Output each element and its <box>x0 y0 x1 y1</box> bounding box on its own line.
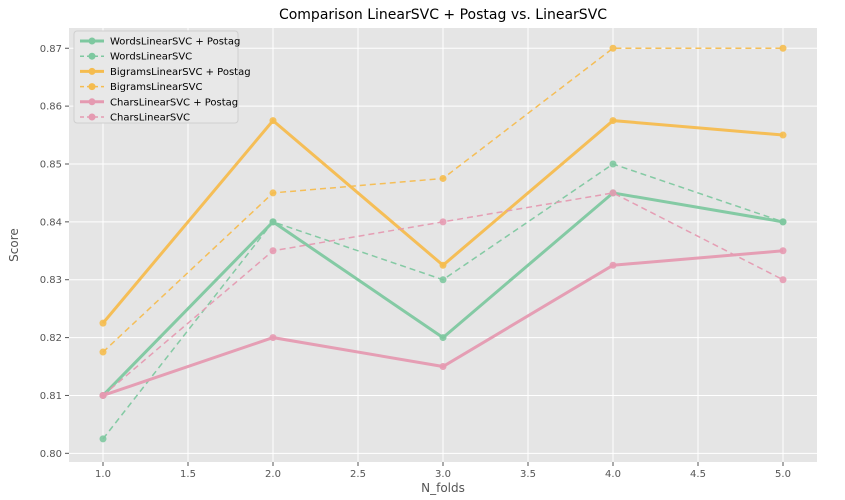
data-point <box>779 44 787 52</box>
legend-item: WordsLinearSVC + Postag <box>80 37 240 48</box>
legend: WordsLinearSVC + Postag WordsLinearSVC Big… <box>73 30 251 124</box>
data-point <box>269 247 277 255</box>
legend-marker <box>88 52 96 60</box>
data-point <box>269 334 277 342</box>
data-point <box>439 334 447 342</box>
legend-marker <box>88 37 96 45</box>
legend-label: BigramsLinearSVC + Postag <box>110 67 251 78</box>
legend-marker <box>88 83 96 91</box>
legend-item: BigramsLinearSVC + Postag <box>80 67 251 78</box>
x-tick-label: 1.5 <box>180 469 196 480</box>
data-point <box>439 261 447 269</box>
legend-marker <box>88 98 96 106</box>
series-layer <box>99 44 787 443</box>
data-point <box>609 117 617 125</box>
data-point <box>609 189 617 197</box>
y-tick-label: 0.87 <box>40 44 62 55</box>
series-5 <box>99 189 787 399</box>
y-tick-label: 0.80 <box>40 449 62 460</box>
x-tick-label: 1.0 <box>95 469 111 480</box>
legend-label: BigramsLinearSVC <box>110 82 202 93</box>
legend-box <box>73 30 239 124</box>
data-point <box>269 218 277 226</box>
x-axis-label: N_folds <box>421 481 465 495</box>
y-tick-label: 0.81 <box>40 391 62 402</box>
data-point <box>439 218 447 226</box>
data-point <box>779 276 787 284</box>
data-point <box>779 131 787 139</box>
x-tick-label: 2.5 <box>350 469 366 480</box>
legend-item: CharsLinearSVC <box>80 113 190 124</box>
legend-label: WordsLinearSVC <box>110 52 192 63</box>
x-axis-ticks: 1.0 1.5 2.0 2.5 3.0 3.5 4.0 4.5 5.0 <box>95 462 791 480</box>
legend-marker <box>88 67 96 75</box>
legend-item: WordsLinearSVC <box>80 52 192 63</box>
data-point <box>609 44 617 52</box>
data-point <box>269 117 277 125</box>
data-point <box>99 435 107 443</box>
data-point <box>439 174 447 182</box>
x-tick-label: 3.5 <box>520 469 536 480</box>
y-tick-label: 0.84 <box>40 217 62 228</box>
series-1 <box>99 160 787 443</box>
legend-label: WordsLinearSVC + Postag <box>110 37 240 48</box>
data-point <box>269 189 277 197</box>
x-tick-label: 3.0 <box>435 469 451 480</box>
legend-item: CharsLinearSVC + Postag <box>80 97 238 108</box>
y-tick-label: 0.83 <box>40 275 62 286</box>
x-tick-label: 5.0 <box>775 469 791 480</box>
legend-item: BigramsLinearSVC <box>80 82 202 93</box>
y-tick-label: 0.85 <box>40 159 62 170</box>
data-point <box>779 218 787 226</box>
legend-marker <box>88 113 96 121</box>
x-tick-label: 4.5 <box>690 469 706 480</box>
legend-label: CharsLinearSVC <box>110 113 190 124</box>
data-point <box>99 391 107 399</box>
series-2 <box>99 117 787 327</box>
y-tick-label: 0.86 <box>40 102 62 113</box>
chart-title: Comparison LinearSVC + Postag vs. Linear… <box>279 7 607 23</box>
x-tick-label: 2.0 <box>265 469 281 480</box>
data-point <box>779 247 787 255</box>
data-point <box>439 276 447 284</box>
data-point <box>99 348 107 356</box>
data-point <box>609 261 617 269</box>
data-point <box>609 160 617 168</box>
legend-label: CharsLinearSVC + Postag <box>110 97 238 108</box>
data-point <box>99 319 107 327</box>
x-tick-label: 4.0 <box>605 469 621 480</box>
data-point <box>439 363 447 371</box>
series-3 <box>99 44 787 356</box>
y-axis-label: Score <box>7 228 21 262</box>
y-tick-label: 0.82 <box>40 333 62 344</box>
y-axis-ticks: 0.80 0.81 0.82 0.83 0.84 0.85 0.86 0.87 <box>40 44 69 460</box>
